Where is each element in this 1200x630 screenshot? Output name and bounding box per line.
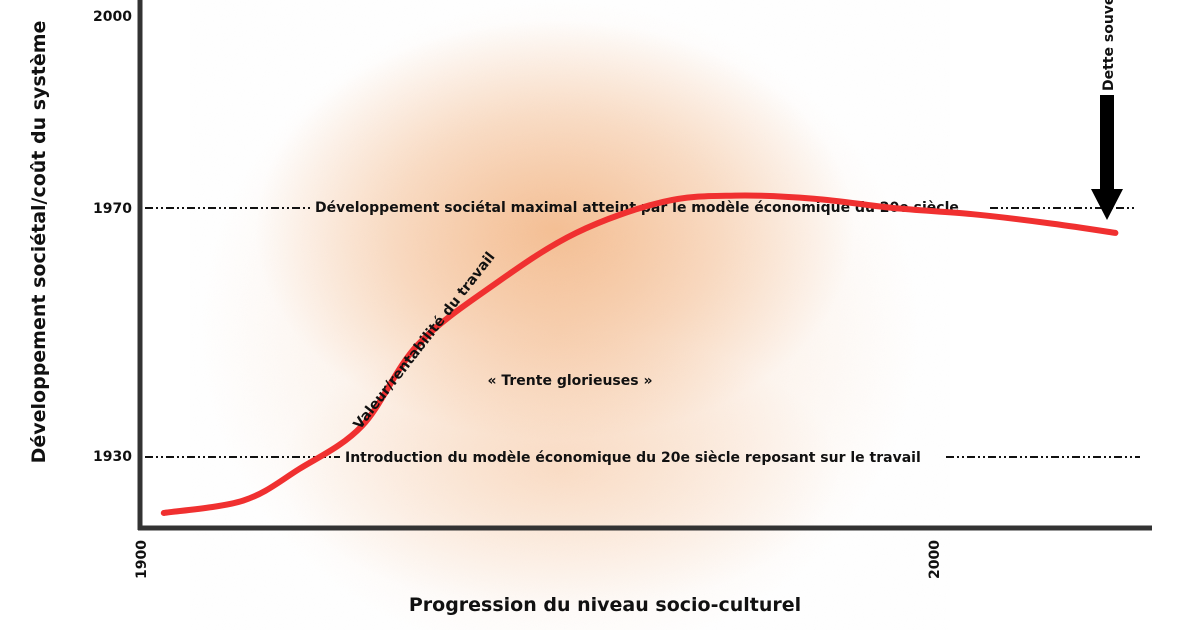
arrow-head [1091, 189, 1123, 220]
dette-arrow: Dette souveraine [1091, 0, 1123, 220]
arrow-shaft [1100, 95, 1114, 190]
arrow-label: Dette souveraine [1101, 0, 1117, 91]
x-tick-2000: 2000 [927, 540, 943, 579]
x-tick-1900: 1900 [134, 540, 150, 579]
axes [137, 0, 1152, 531]
y-axis-title: Développement sociétal/coût du système [28, 21, 50, 464]
x-axis-title: Progression du niveau socio-culturel [409, 594, 801, 616]
series-line [160, 192, 1119, 516]
reference-label-lower: Introduction du modèle économique du 20e… [345, 450, 921, 466]
y-tick-2000: 2000 [93, 9, 132, 25]
reference-lines: Développement sociétal maximal atteint p… [145, 200, 1140, 466]
era-annotation: « Trente glorieuses » [487, 373, 652, 389]
y-tick-1970: 1970 [93, 201, 132, 217]
background-glow [190, 0, 950, 630]
tick-labels: 2000 1970 1930 1900 2000 [93, 9, 943, 579]
y-tick-1930: 1930 [93, 449, 132, 465]
